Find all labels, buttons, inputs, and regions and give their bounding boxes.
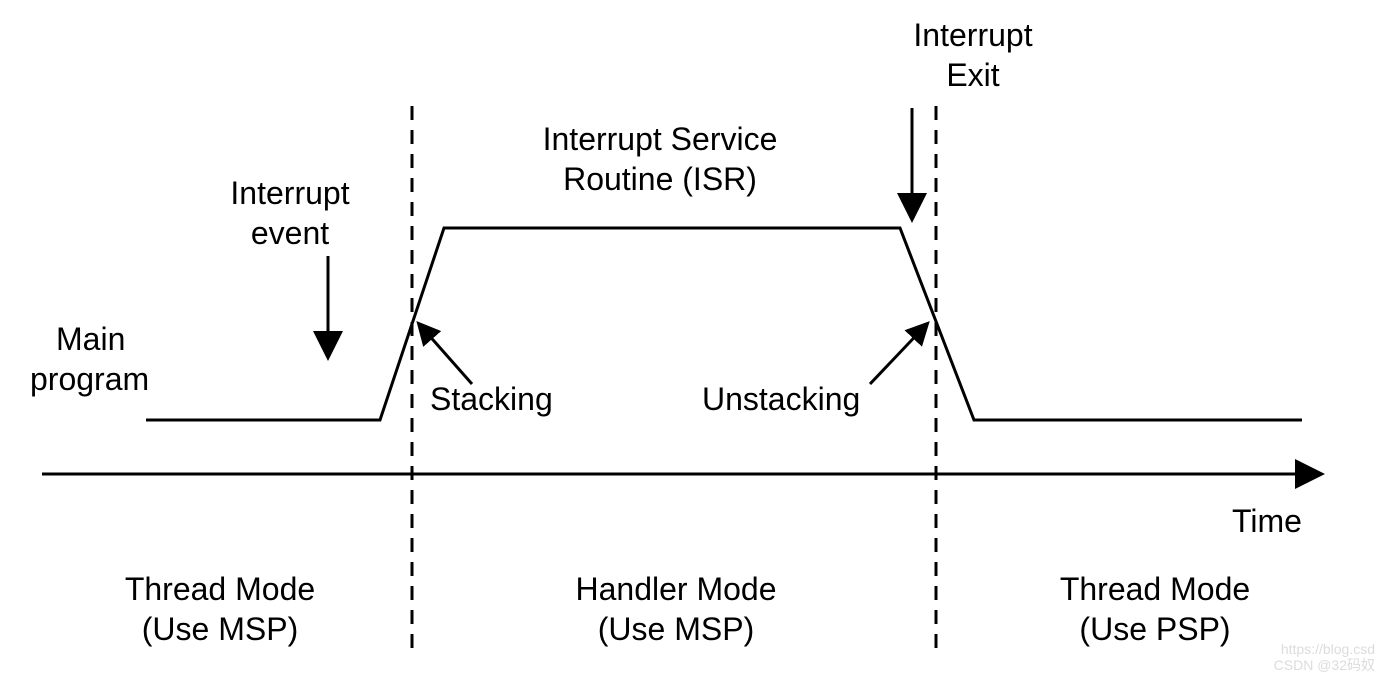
unstacking-arrow bbox=[870, 324, 927, 384]
stacking-arrow bbox=[419, 324, 472, 384]
main-program-label-2: program bbox=[30, 361, 149, 397]
handler-mode-2: (Use MSP) bbox=[598, 611, 754, 647]
thread-mode-psp-1: Thread Mode bbox=[1060, 571, 1250, 607]
main-program-label-1: Main bbox=[56, 321, 125, 357]
interrupt-event-label-2: event bbox=[251, 215, 329, 251]
unstacking-label: Unstacking bbox=[702, 381, 860, 417]
thread-mode-msp-2: (Use MSP) bbox=[142, 611, 298, 647]
handler-mode-1: Handler Mode bbox=[576, 571, 777, 607]
interrupt-event-label-1: Interrupt bbox=[230, 175, 349, 211]
thread-mode-msp-1: Thread Mode bbox=[125, 571, 315, 607]
thread-mode-psp-2: (Use PSP) bbox=[1079, 611, 1230, 647]
watermark-2: CSDN @32码奴 bbox=[1274, 657, 1375, 673]
interrupt-timing-diagram: Time Interrupt Exit Interrupt Service Ro… bbox=[0, 0, 1380, 681]
interrupt-exit-label-2: Exit bbox=[946, 57, 999, 93]
stacking-label: Stacking bbox=[430, 381, 553, 417]
watermark-1: https://blog.csd bbox=[1281, 641, 1375, 657]
isr-label-2: Routine (ISR) bbox=[563, 161, 757, 197]
interrupt-exit-label: Interrupt bbox=[913, 17, 1032, 53]
isr-label-1: Interrupt Service bbox=[543, 121, 778, 157]
time-axis-label: Time bbox=[1232, 503, 1302, 539]
